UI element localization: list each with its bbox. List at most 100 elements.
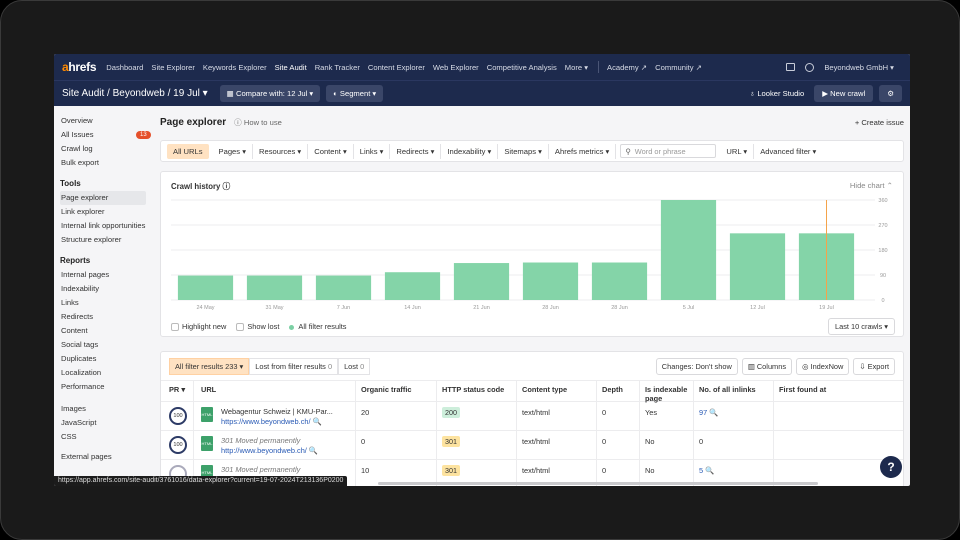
filter-pages[interactable]: Pages ▾ xyxy=(213,143,254,159)
horizontal-scrollbar[interactable] xyxy=(378,482,818,485)
sidebar-item-label: All Issues xyxy=(61,130,94,139)
create-issue-button[interactable]: + Create issue xyxy=(854,117,904,127)
nav-web-explorer[interactable]: Web Explorer xyxy=(432,62,479,72)
monitor-icon[interactable] xyxy=(786,63,796,71)
nav-dashboard[interactable]: Dashboard xyxy=(106,62,144,72)
tab-count: 0 xyxy=(327,362,333,371)
sidebar-item-links[interactable]: Links xyxy=(61,298,79,307)
highlight-new-checkbox[interactable]: Highlight new xyxy=(171,322,226,332)
url-link[interactable]: https://www.beyondweb.ch/ 🔍 xyxy=(221,417,322,426)
filter-links[interactable]: Links ▾ xyxy=(354,143,391,159)
sidebar-item-social-tags[interactable]: Social tags xyxy=(61,340,99,349)
help-button[interactable]: ? xyxy=(880,456,902,478)
sidebar-item-content[interactable]: Content xyxy=(61,326,88,335)
new-crawl-button[interactable]: ▶ New crawl xyxy=(814,85,874,102)
col-http-status[interactable]: HTTP status code xyxy=(442,385,505,394)
col-depth[interactable]: Depth xyxy=(602,385,623,394)
compare-dropdown[interactable]: ▦ Compare with: 12 Jul ▾ xyxy=(219,85,321,102)
filter-sitemaps[interactable]: Sitemaps ▾ xyxy=(498,143,549,159)
traffic-cell: 10 xyxy=(361,466,370,475)
nav-site-explorer[interactable]: Site Explorer xyxy=(151,62,195,72)
nav-academy[interactable]: Academy ↗ xyxy=(607,62,648,72)
sidebar-item-overview[interactable]: Overview xyxy=(61,116,93,125)
filter-resources[interactable]: Resources ▾ xyxy=(253,143,309,159)
x-tick-label: 21 Jun xyxy=(473,305,490,311)
inlinks-link[interactable]: 97 🔍 xyxy=(699,408,719,417)
sidebar-item-css[interactable]: CSS xyxy=(61,432,77,441)
sidebar-item-images[interactable]: Images xyxy=(61,404,86,413)
export-button[interactable]: ⇩ Export xyxy=(853,358,895,375)
sidebar-item-internal-pages[interactable]: Internal pages xyxy=(61,270,110,279)
browser-status-url: https://app.ahrefs.com/site-audit/376101… xyxy=(54,476,348,486)
col-content-type[interactable]: Content type xyxy=(522,385,568,394)
looker-studio-link[interactable]: ♁ Looker Studio xyxy=(749,89,805,98)
sidebar-item-all-issues[interactable]: All Issues 13 xyxy=(60,128,154,142)
search-placeholder: Word or phrase xyxy=(634,146,686,156)
url-select[interactable]: URL ▾ xyxy=(720,143,755,159)
col-url[interactable]: URL xyxy=(201,385,217,394)
show-lost-checkbox[interactable]: Show lost xyxy=(236,322,279,332)
nav-site-audit[interactable]: Site Audit xyxy=(274,62,307,72)
sidebar-spacer xyxy=(60,394,154,402)
advanced-filter-button[interactable]: Advanced filter ▾ xyxy=(760,146,817,156)
theme-icon[interactable] xyxy=(805,62,815,72)
last-crawls-dropdown[interactable]: Last 10 crawls ▾ xyxy=(827,318,895,335)
sidebar-item-redirects[interactable]: Redirects xyxy=(61,312,94,321)
segment-dropdown[interactable]: ◐ Segment ▾ xyxy=(326,85,384,102)
filter-redirects[interactable]: Redirects ▾ xyxy=(390,143,442,159)
sidebar-item-indexability[interactable]: Indexability xyxy=(61,284,99,293)
main-content: Page explorer ⓘ How to use + Create issu… xyxy=(160,106,904,486)
columns-button[interactable]: ▥ Columns xyxy=(741,358,793,375)
sidebar-item-bulk-export[interactable]: Bulk export xyxy=(61,158,99,167)
col-inlinks[interactable]: No. of all inlinks xyxy=(699,385,756,394)
inlinks-link[interactable]: 5 🔍 xyxy=(699,466,715,475)
filter-all-urls[interactable]: All URLs xyxy=(167,143,209,159)
sidebar-item-javascript[interactable]: JavaScript xyxy=(61,418,97,427)
sidebar-item-duplicates[interactable]: Duplicates xyxy=(61,354,97,363)
nav-community[interactable]: Community ↗ xyxy=(655,62,703,72)
table-row[interactable]: 100 HTML 301 Moved permanently http://ww… xyxy=(161,431,903,460)
sidebar-item-performance[interactable]: Performance xyxy=(61,382,105,391)
col-first-found[interactable]: First found at xyxy=(779,385,827,394)
settings-gear-icon[interactable]: ⚙ xyxy=(879,85,902,102)
page-title-cell: Webagentur Schweiz | KMU-Par... xyxy=(221,407,333,416)
nav-content-explorer[interactable]: Content Explorer xyxy=(367,62,425,72)
breadcrumb[interactable]: Site Audit / Beyondweb / 19 Jul ▾ xyxy=(62,88,208,99)
col-indexable[interactable]: Is indexable page xyxy=(645,385,688,403)
sidebar-item-page-explorer[interactable]: Page explorer xyxy=(60,191,146,205)
nav-competitive-analysis[interactable]: Competitive Analysis xyxy=(486,62,557,72)
col-organic-traffic[interactable]: Organic traffic xyxy=(361,385,412,394)
filter-indexability[interactable]: Indexability ▾ xyxy=(441,143,499,159)
nav-more[interactable]: More ▾ xyxy=(564,62,589,72)
table-row[interactable]: 100 HTML Webagentur Schweiz | KMU-Par...… xyxy=(161,402,903,431)
ahrefs-logo[interactable]: ahrefs xyxy=(62,60,97,74)
col-pr[interactable]: PR ▾ xyxy=(169,385,186,394)
indexable-cell: Yes xyxy=(645,408,658,417)
content-type-cell: text/html xyxy=(522,437,550,446)
nav-rank-tracker[interactable]: Rank Tracker xyxy=(314,62,360,72)
tab-all-filter-results[interactable]: All filter results 233 ▾ xyxy=(169,358,250,375)
how-to-use-link[interactable]: ⓘ How to use xyxy=(234,117,282,127)
hide-chart-button[interactable]: Hide chart ⌃ xyxy=(849,181,893,190)
sidebar-item-link-explorer[interactable]: Link explorer xyxy=(61,207,105,216)
indexnow-button[interactable]: ◎ IndexNow xyxy=(796,358,850,375)
sidebar-item-external-pages[interactable]: External pages xyxy=(61,452,112,461)
sidebar-item-crawl-log[interactable]: Crawl log xyxy=(61,144,93,153)
tab-lost-from-filter[interactable]: Lost from filter results 0 xyxy=(249,358,339,375)
html-file-icon: HTML xyxy=(201,436,213,451)
legend-all-filter-results[interactable]: All filter results xyxy=(289,322,346,331)
tab-lost[interactable]: Lost 0 xyxy=(338,358,371,375)
sidebar-item-structure-explorer[interactable]: Structure explorer xyxy=(61,235,122,244)
x-tick-label: 12 Jul xyxy=(750,305,765,311)
url-link[interactable]: http://www.beyondweb.ch/ 🔍 xyxy=(221,446,319,455)
changes-dropdown[interactable]: Changes: Don't show xyxy=(655,358,738,375)
sidebar-item-localization[interactable]: Localization xyxy=(61,368,102,377)
x-tick-label: 28 Jun xyxy=(611,305,628,311)
sidebar-item-internal-link-opportunities[interactable]: Internal link opportunities xyxy=(61,221,146,230)
account-menu[interactable]: Beyondweb GmbH ▾ xyxy=(824,62,894,72)
col-divider xyxy=(436,380,437,486)
filter-content[interactable]: Content ▾ xyxy=(308,143,354,159)
filter-ahrefs-metrics[interactable]: Ahrefs metrics ▾ xyxy=(549,143,617,159)
nav-keywords-explorer[interactable]: Keywords Explorer xyxy=(202,62,267,72)
search-input[interactable]: ⚲ Word or phrase xyxy=(620,144,717,158)
